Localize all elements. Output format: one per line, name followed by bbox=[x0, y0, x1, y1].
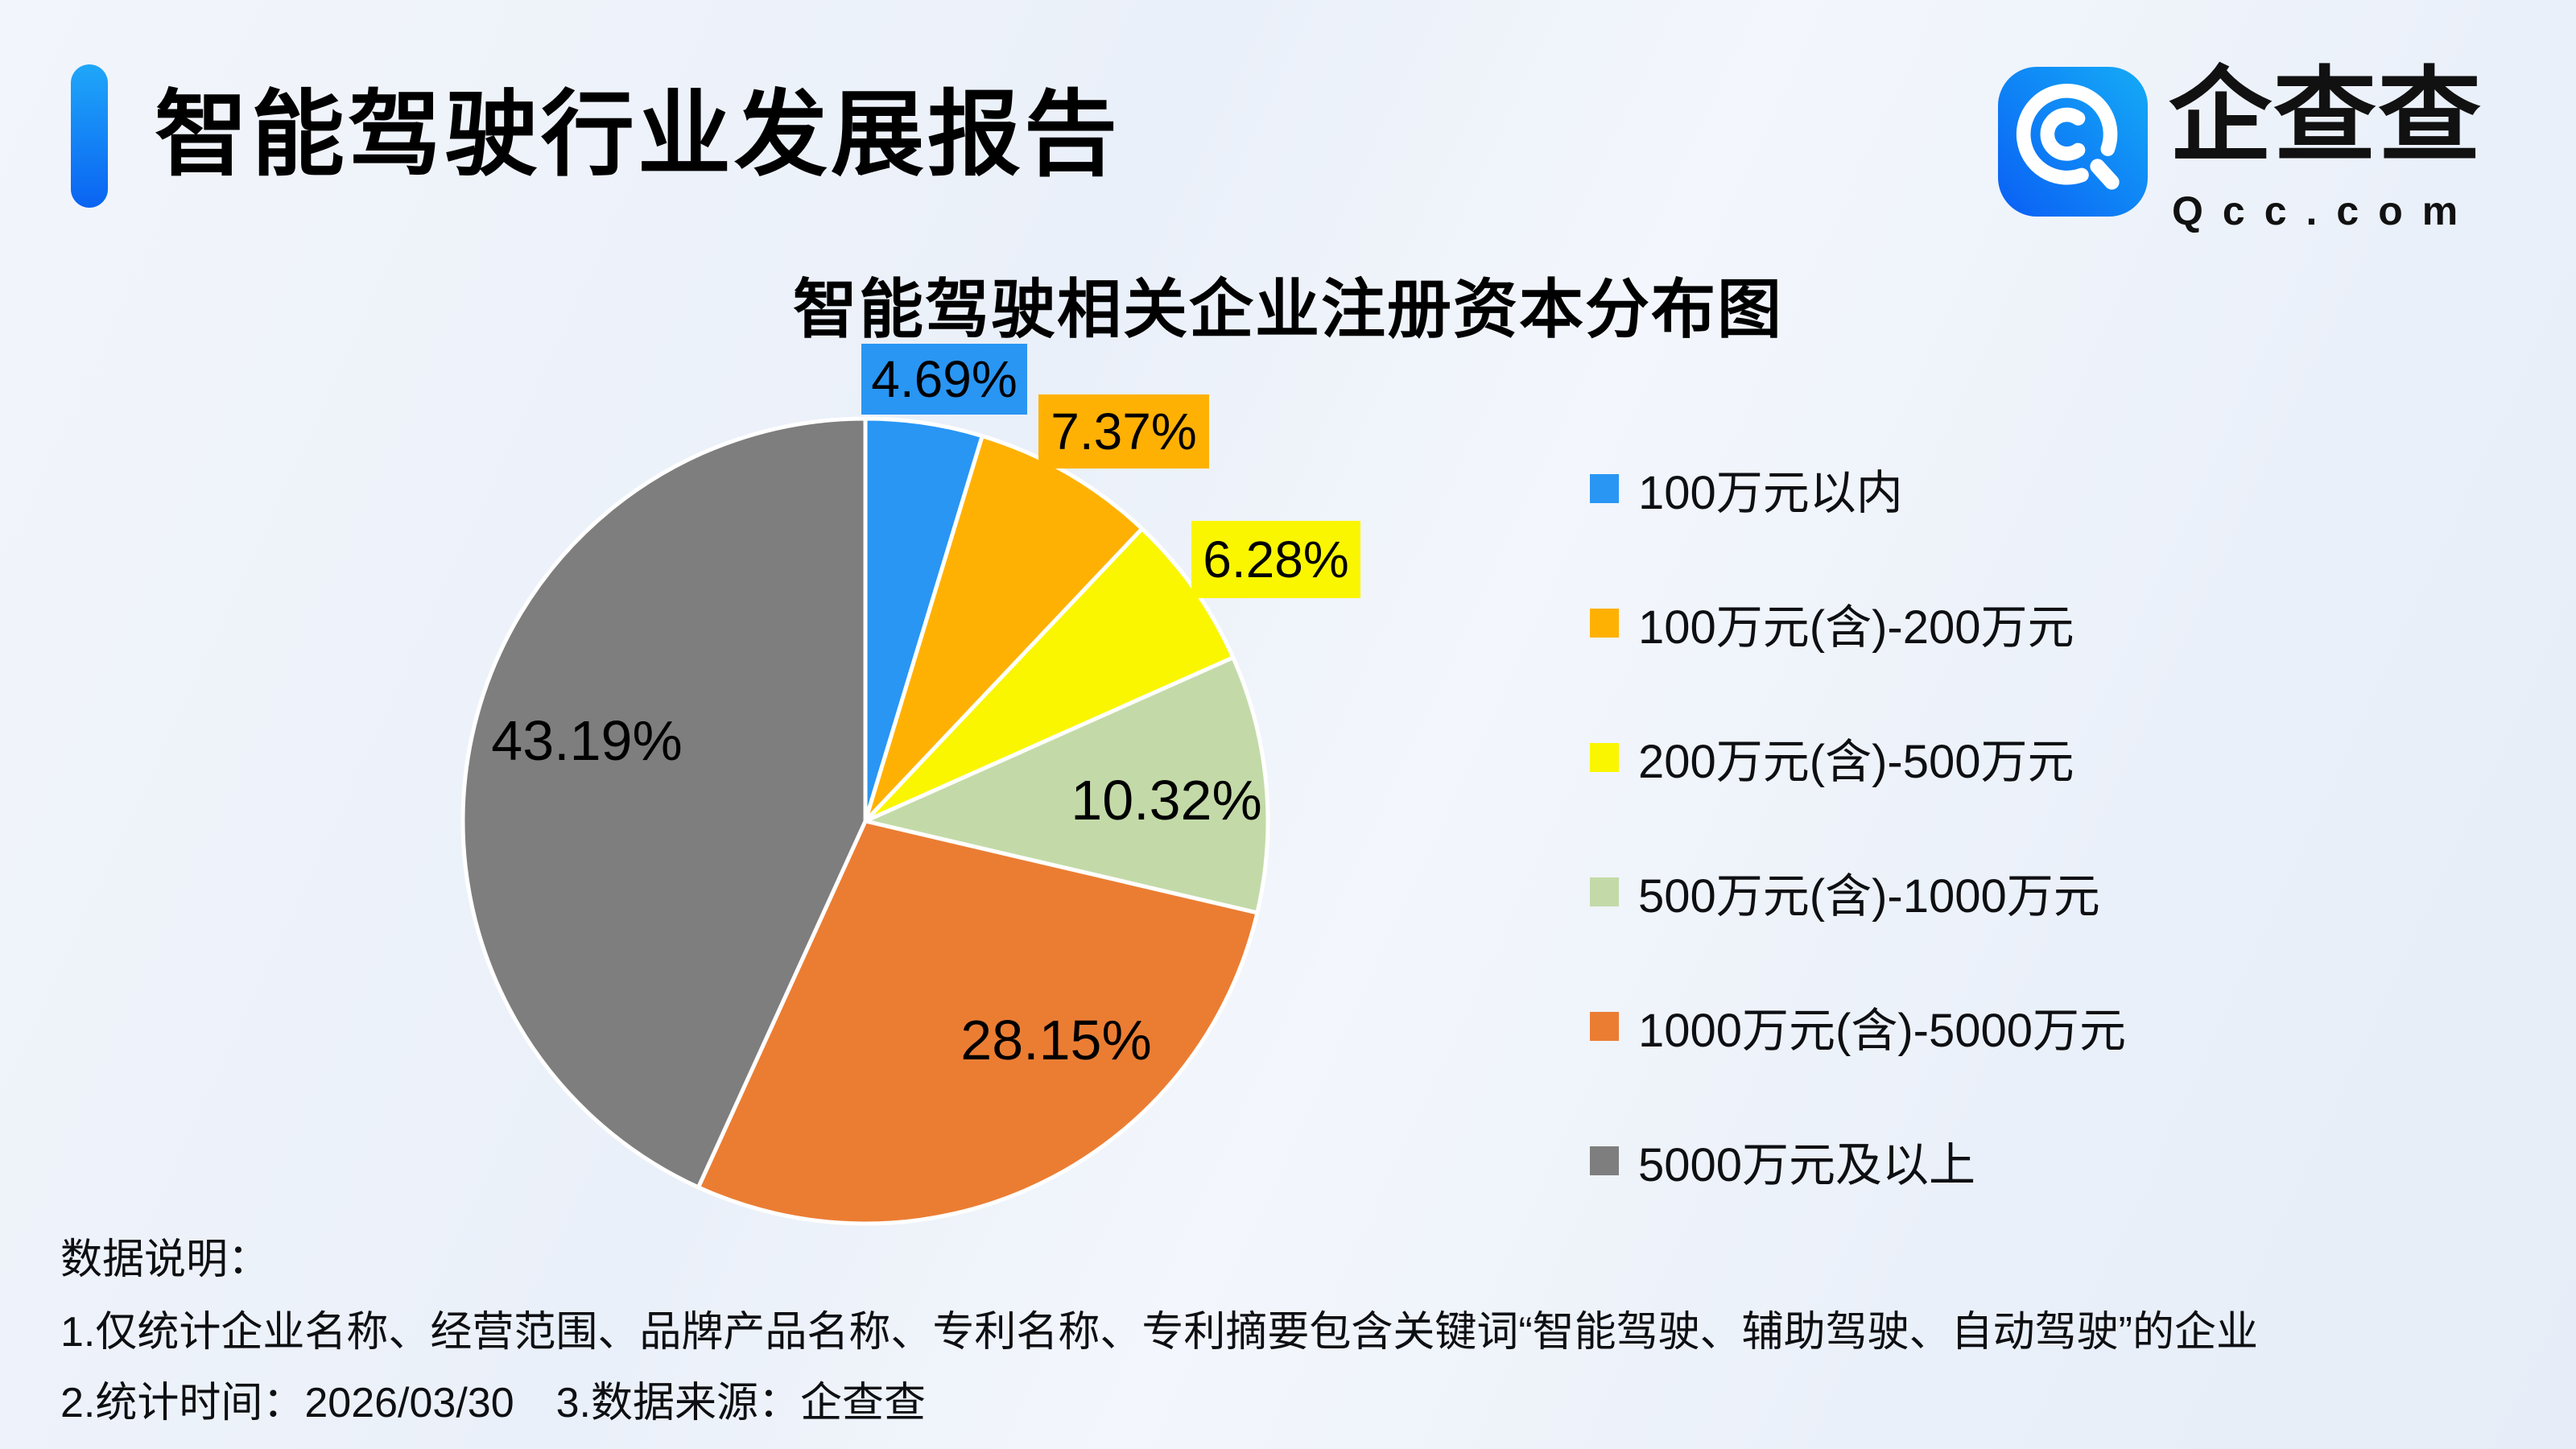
legend: 100万元以内 100万元(含)-200万元 200万元(含)-500万元 50… bbox=[1590, 465, 2126, 1191]
legend-label: 100万元以内 bbox=[1638, 467, 1903, 519]
legend-label: 100万元(含)-200万元 bbox=[1638, 601, 2074, 654]
pie-slice-1 bbox=[863, 434, 1145, 824]
legend-label: 200万元(含)-500万元 bbox=[1638, 736, 2074, 788]
pie-label-100w-200w: 7.37% bbox=[1038, 394, 1209, 469]
pie-label-500w-1000w: 10.32% bbox=[1071, 769, 1262, 832]
logo-domain: Qcc.com bbox=[2172, 188, 2478, 233]
legend-swatch bbox=[1590, 743, 1619, 772]
title-accent-bar bbox=[71, 64, 108, 208]
legend-swatch bbox=[1590, 1146, 1619, 1175]
legend-item: 200万元(含)-500万元 bbox=[1590, 734, 2126, 788]
legend-swatch bbox=[1590, 609, 1619, 638]
pie-label-under-100w: 4.69% bbox=[861, 344, 1027, 415]
legend-label: 1000万元(含)-5000万元 bbox=[1638, 1005, 2126, 1057]
legend-label: 500万元(含)-1000万元 bbox=[1638, 870, 2100, 923]
qcc-logo-icon bbox=[1998, 67, 2148, 217]
pie-slice-4 bbox=[696, 819, 1260, 1226]
pie-label-1000w-5000w: 28.15% bbox=[960, 1009, 1152, 1071]
legend-item: 100万元以内 bbox=[1590, 465, 2126, 519]
chart-title: 智能驾驶相关企业注册资本分布图 bbox=[793, 274, 1783, 345]
pie-label-over-5000w: 43.19% bbox=[491, 709, 683, 772]
note-line-1: 1.仅统计企业名称、经营范围、品牌产品名称、专利名称、专利摘要包含关键词“智能驾… bbox=[60, 1309, 2259, 1356]
note-line-2: 2.统计时间：2026/03/30 3.数据来源：企查查 bbox=[60, 1380, 926, 1426]
legend-item: 1000万元(含)-5000万元 bbox=[1590, 1003, 2126, 1057]
logo-brand-name: 企查查 bbox=[2169, 59, 2483, 174]
page-title: 智能驾驶行业发展报告 bbox=[155, 82, 1121, 187]
pie-slice-5 bbox=[460, 416, 868, 1190]
pie-label-200w-500w: 6.28% bbox=[1191, 521, 1360, 598]
brand-logo: 企查查 Qcc.com bbox=[1998, 60, 2489, 244]
pie-slice-3 bbox=[863, 655, 1270, 915]
legend-swatch bbox=[1590, 877, 1619, 906]
legend-swatch bbox=[1590, 1012, 1619, 1041]
legend-item: 100万元(含)-200万元 bbox=[1590, 600, 2126, 654]
legend-item: 5000万元及以上 bbox=[1590, 1137, 2126, 1191]
legend-swatch bbox=[1590, 474, 1619, 503]
notes-heading: 数据说明： bbox=[60, 1236, 270, 1283]
legend-item: 500万元(含)-1000万元 bbox=[1590, 869, 2126, 923]
legend-label: 5000万元及以上 bbox=[1638, 1139, 1976, 1191]
